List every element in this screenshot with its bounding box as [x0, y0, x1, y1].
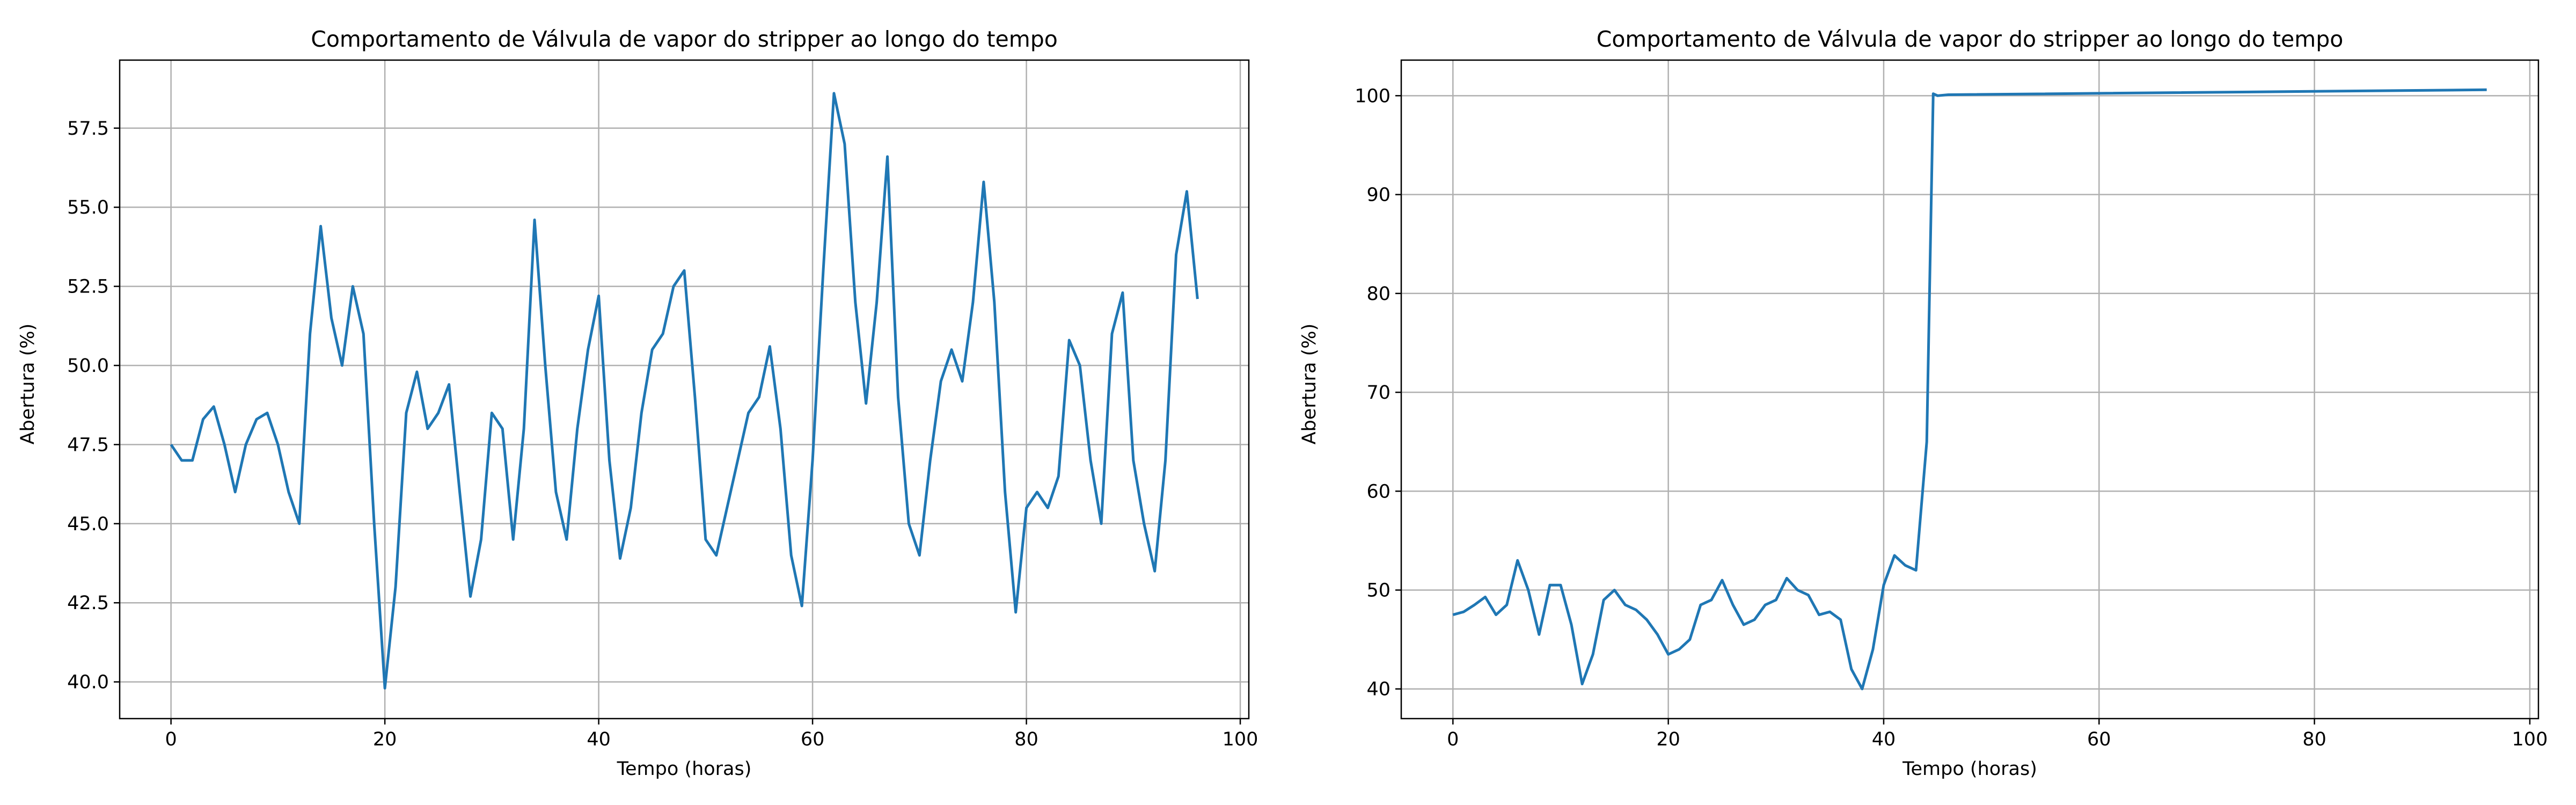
y-tick-label: 55.0	[67, 197, 109, 218]
y-tick-label: 47.5	[67, 434, 109, 456]
x-axis-label: Tempo (horas)	[1902, 758, 2037, 780]
x-tick-label: 60	[2087, 729, 2111, 750]
x-tick-label: 40	[587, 729, 611, 750]
chart-title: Comportamento de Válvula de vapor do str…	[1597, 26, 2344, 52]
x-tick-label: 60	[801, 729, 825, 750]
axes-frame	[1400, 59, 2540, 720]
y-tick-label: 52.5	[67, 276, 109, 298]
x-tick-label: 100	[2512, 729, 2548, 750]
chart: 0 20 40 60 80 100 40 50 60 70 80 90 100 Comportamento…	[1299, 26, 2548, 780]
x-tick-label: 0	[165, 729, 177, 750]
y-tick-label: 50	[1366, 580, 1391, 601]
x-tick-label: 100	[1223, 729, 1258, 750]
y-tick-label: 40.0	[67, 672, 109, 693]
y-tick-label: 45.0	[67, 514, 109, 535]
y-axis-label: Abertura (%)	[17, 324, 39, 445]
y-tick-label: 80	[1366, 283, 1391, 305]
y-tick-label: 42.5	[67, 592, 109, 614]
x-tick-label: 80	[1014, 729, 1038, 750]
x-axis-label: Tempo (horas)	[617, 758, 752, 780]
data-line	[170, 92, 1199, 690]
y-tick-label: 40	[1366, 679, 1391, 700]
x-tick-label: 20	[373, 729, 397, 750]
axes-frame	[119, 59, 1250, 720]
x-tick-label: 80	[2302, 729, 2326, 750]
x-tick-label: 0	[1447, 729, 1459, 750]
x-tick-label: 40	[1872, 729, 1896, 750]
y-tick-label: 100	[1355, 85, 1391, 107]
x-tick-label: 20	[1656, 729, 1680, 750]
y-tick-label: 90	[1366, 185, 1391, 206]
y-tick-label: 60	[1366, 481, 1391, 502]
plot-area	[1452, 88, 2487, 691]
y-tick-label: 50.0	[67, 355, 109, 377]
y-tick-label: 70	[1366, 382, 1391, 404]
y-axis-label: Abertura (%)	[1299, 324, 1320, 445]
chart: 0 20 40 60 80 100 40.0 42.5 45.0 47.5 50.0 52.5 55.0…	[17, 26, 1258, 780]
chart-title: Comportamento de Válvula de vapor do str…	[311, 26, 1058, 52]
y-tick-label: 57.5	[67, 118, 109, 140]
data-line	[1452, 88, 2487, 691]
plot-area	[170, 92, 1199, 690]
